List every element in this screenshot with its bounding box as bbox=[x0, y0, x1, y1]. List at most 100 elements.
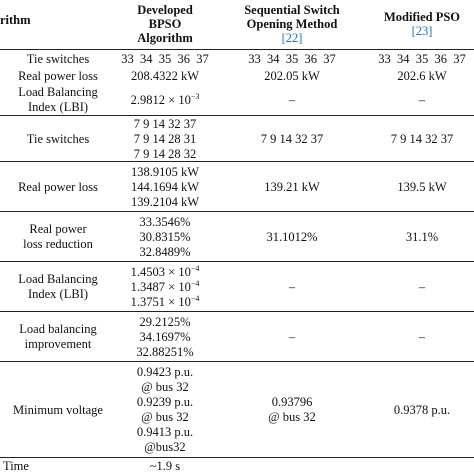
table-cell bbox=[214, 458, 370, 474]
cell-line: 7 9 14 32 37 bbox=[390, 131, 454, 146]
cell-line: 1.3487 × 10−4 bbox=[131, 278, 200, 295]
table-cell: 138.9105 kW 144.1694 kW 139.2104 kW bbox=[116, 162, 214, 212]
table-cell: 208.4322 kW bbox=[116, 68, 214, 84]
cell-line: 33 34 35 36 37 bbox=[248, 51, 336, 66]
cell-line: 31.1% bbox=[405, 229, 439, 244]
header-cell: rithm bbox=[0, 0, 116, 48]
table-cell: 7 9 14 32 37 bbox=[370, 116, 474, 162]
cell-line: 0.9423 p.u. bbox=[136, 365, 194, 379]
cell-line: Opening Method bbox=[246, 17, 338, 31]
cell-line: Time bbox=[3, 458, 29, 473]
table-cell: 139.21 kW bbox=[214, 162, 370, 212]
exponent: −4 bbox=[190, 278, 200, 288]
table-cell: – bbox=[370, 84, 474, 116]
table-cell: 31.1% bbox=[370, 212, 474, 262]
cell-line: Tie switches bbox=[26, 131, 90, 146]
cell-line: Minimum voltage bbox=[13, 402, 103, 417]
cell-line: 138.9105 kW bbox=[130, 164, 200, 179]
exponent: −3 bbox=[190, 91, 200, 101]
table-cell: – bbox=[214, 312, 370, 362]
rule bbox=[0, 311, 474, 312]
cell-line: Modified PSO bbox=[383, 10, 461, 24]
cell-line: Real power bbox=[29, 222, 87, 236]
cell-line: 1.3751 × 10−4 bbox=[130, 293, 200, 310]
cell-line: Load balancing bbox=[19, 322, 97, 336]
table-cell: Tie switches bbox=[0, 50, 116, 68]
rule bbox=[0, 161, 474, 162]
table-cell: 31.1012% bbox=[214, 212, 370, 262]
cell-line: @ bus 32 bbox=[141, 380, 189, 394]
table-cell bbox=[370, 458, 474, 474]
rule bbox=[0, 361, 474, 362]
cell-line: – bbox=[418, 329, 426, 344]
cell-line: Algorithm bbox=[137, 31, 193, 45]
table-cell: 0.9423 p.u. @ bus 32 0.9239 p.u. @ bus 32 0.… bbox=[116, 362, 214, 458]
rule bbox=[0, 115, 474, 116]
citation: [22] bbox=[281, 31, 303, 45]
table-cell: 33 34 35 36 37 bbox=[370, 50, 474, 68]
table-cell: 0.9378 p.u. bbox=[370, 362, 474, 458]
cell-line: – bbox=[288, 329, 296, 344]
table-cell: Load Balancing Index (LBI) bbox=[0, 84, 116, 116]
table-cell: – bbox=[214, 84, 370, 116]
cell-line: ~1.9 s bbox=[149, 458, 181, 473]
cell-line: 144.1694 kW bbox=[130, 179, 200, 194]
exponent: −4 bbox=[190, 293, 200, 303]
cell-line: @ bus 32 bbox=[268, 410, 316, 424]
cell-line: 0.9378 p.u. bbox=[393, 402, 451, 417]
cell-line: 0.9413 p.u. bbox=[136, 425, 194, 439]
table-cell: 29.2125% 34.1697% 32.88251% bbox=[116, 312, 214, 362]
table-cell: Real power loss bbox=[0, 162, 116, 212]
header-cell: Developed BPSO Algorithm bbox=[116, 0, 214, 48]
cell-line: @bus32 bbox=[144, 440, 186, 454]
cell-line: 32.88251% bbox=[136, 344, 194, 359]
table-cell: 202.05 kW bbox=[214, 68, 370, 84]
cell-line: Index (LBI) bbox=[27, 100, 89, 114]
table-cell: 33 34 35 36 37 bbox=[214, 50, 370, 68]
cell-line: Sequential Switch bbox=[244, 3, 340, 17]
table-cell: 33 34 35 36 37 bbox=[116, 50, 214, 68]
cell-line: 202.6 kW bbox=[397, 68, 447, 83]
rule bbox=[0, 457, 474, 458]
table-cell: – bbox=[214, 262, 370, 312]
table-cell: Load Balancing Index (LBI) bbox=[0, 262, 116, 312]
cell-line: Load Balancing bbox=[18, 272, 98, 286]
table-cell: 202.6 kW bbox=[370, 68, 474, 84]
table-cell: – bbox=[370, 262, 474, 312]
cell-line: 34.1697% bbox=[139, 329, 191, 344]
table-cell: Time bbox=[0, 458, 119, 474]
cell-line: – bbox=[418, 92, 426, 107]
cell-line: 2.9812 × 10−3 bbox=[130, 91, 200, 108]
table-cell: – bbox=[370, 312, 474, 362]
table-cell: 7 9 14 32 37 7 9 14 28 31 7 9 14 28 32 bbox=[116, 116, 214, 162]
cell-line: 32.8489% bbox=[139, 244, 191, 259]
cell-line: improvement bbox=[24, 337, 92, 351]
cell-line: Tie switches bbox=[26, 51, 90, 66]
mantissa: 2.9812 × 10 bbox=[130, 92, 191, 107]
table-cell: Tie switches bbox=[0, 116, 116, 162]
cell-line: – bbox=[288, 92, 296, 107]
cell-line: 33 34 35 36 37 bbox=[121, 51, 209, 66]
table-cell: 2.9812 × 10−3 bbox=[116, 84, 214, 116]
header-cell: Sequential Switch Opening Method [22] bbox=[214, 0, 370, 48]
cell-line: – bbox=[418, 279, 426, 294]
cell-line: 202.05 kW bbox=[264, 68, 320, 83]
mantissa: 1.3751 × 10 bbox=[130, 294, 191, 309]
table-cell: Real power loss bbox=[0, 68, 116, 84]
cell-line: 31.1012% bbox=[266, 229, 318, 244]
cell-line: 139.21 kW bbox=[264, 179, 320, 194]
table-cell: 33.3546% 30.8315% 32.8489% bbox=[116, 212, 214, 262]
table-cell: 139.5 kW bbox=[370, 162, 474, 212]
table-cell: 7 9 14 32 37 bbox=[214, 116, 370, 162]
header-cell: Modified PSO [23] bbox=[370, 0, 474, 48]
citation: [23] bbox=[411, 24, 433, 38]
cell-line: 33 34 35 36 37 bbox=[378, 51, 466, 66]
mantissa: 1.4503 × 10 bbox=[130, 264, 191, 279]
cell-line: loss reduction bbox=[23, 237, 93, 251]
cell-line: Developed bbox=[137, 3, 193, 17]
cell-line: 0.9239 p.u. bbox=[136, 395, 194, 409]
rule bbox=[0, 261, 474, 262]
cell-line: 7 9 14 32 37 bbox=[133, 116, 197, 131]
cell-line: – bbox=[288, 279, 296, 294]
